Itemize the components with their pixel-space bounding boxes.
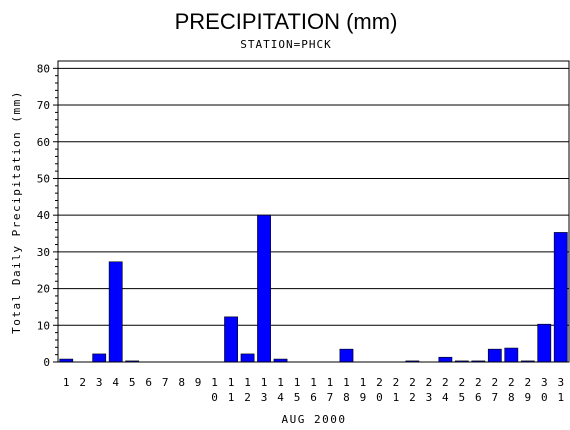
bar-day-18 [339, 348, 354, 363]
bars [59, 214, 568, 363]
y-axis-label: Total Daily Precipitation (mm) [10, 90, 23, 334]
bar-day-4 [108, 261, 123, 363]
y-tick-label: 80 [37, 62, 50, 75]
x-tick-label: 5 [129, 376, 136, 389]
y-tick-label: 40 [37, 209, 50, 222]
bar-day-24 [438, 356, 453, 363]
x-tick-label: 8 [178, 376, 185, 389]
bar-day-12 [240, 353, 255, 363]
y-tick-label: 50 [37, 172, 50, 185]
y-tick-label: 0 [43, 356, 50, 369]
bar-day-11 [224, 316, 238, 363]
gridlines [58, 67, 569, 326]
y-tick-label: 20 [37, 283, 50, 296]
bar-day-3 [92, 353, 107, 363]
x-axis-label: AUG 2000 [282, 413, 347, 426]
x-tick-label: 1 [63, 376, 70, 389]
x-tick-label: 7 [162, 376, 169, 389]
y-axis-ticks: 0 10 20 30 40 50 60 70 80 [37, 62, 58, 369]
y-tick-label: 30 [37, 246, 50, 259]
bar-day-31 [553, 232, 568, 363]
x-tick-label: 4 [112, 376, 119, 389]
x-axis-ticks: 1 2 3 4 5 6 7 8 9 1 01 11 21 31 41 51 61 71 81 92 02 12 22 32 42… [63, 376, 564, 404]
x-tick-label: 6 [145, 376, 152, 389]
x-tick-label: 2 [79, 376, 86, 389]
plot-frame [57, 60, 570, 363]
x-tick-label: 9 [195, 376, 202, 389]
bar-day-28 [504, 347, 519, 363]
bar-day-13 [257, 214, 271, 363]
x-tick-label: 3 [96, 376, 103, 389]
y-tick-label: 10 [37, 319, 50, 332]
chart-title: PRECIPITATION (mm) [175, 9, 398, 34]
chart-subtitle: STATION=PHCK [240, 38, 331, 51]
y-tick-label: 70 [37, 99, 50, 112]
y-tick-label: 60 [37, 136, 50, 149]
bar-day-27 [487, 348, 502, 363]
bar-day-30 [537, 323, 552, 363]
